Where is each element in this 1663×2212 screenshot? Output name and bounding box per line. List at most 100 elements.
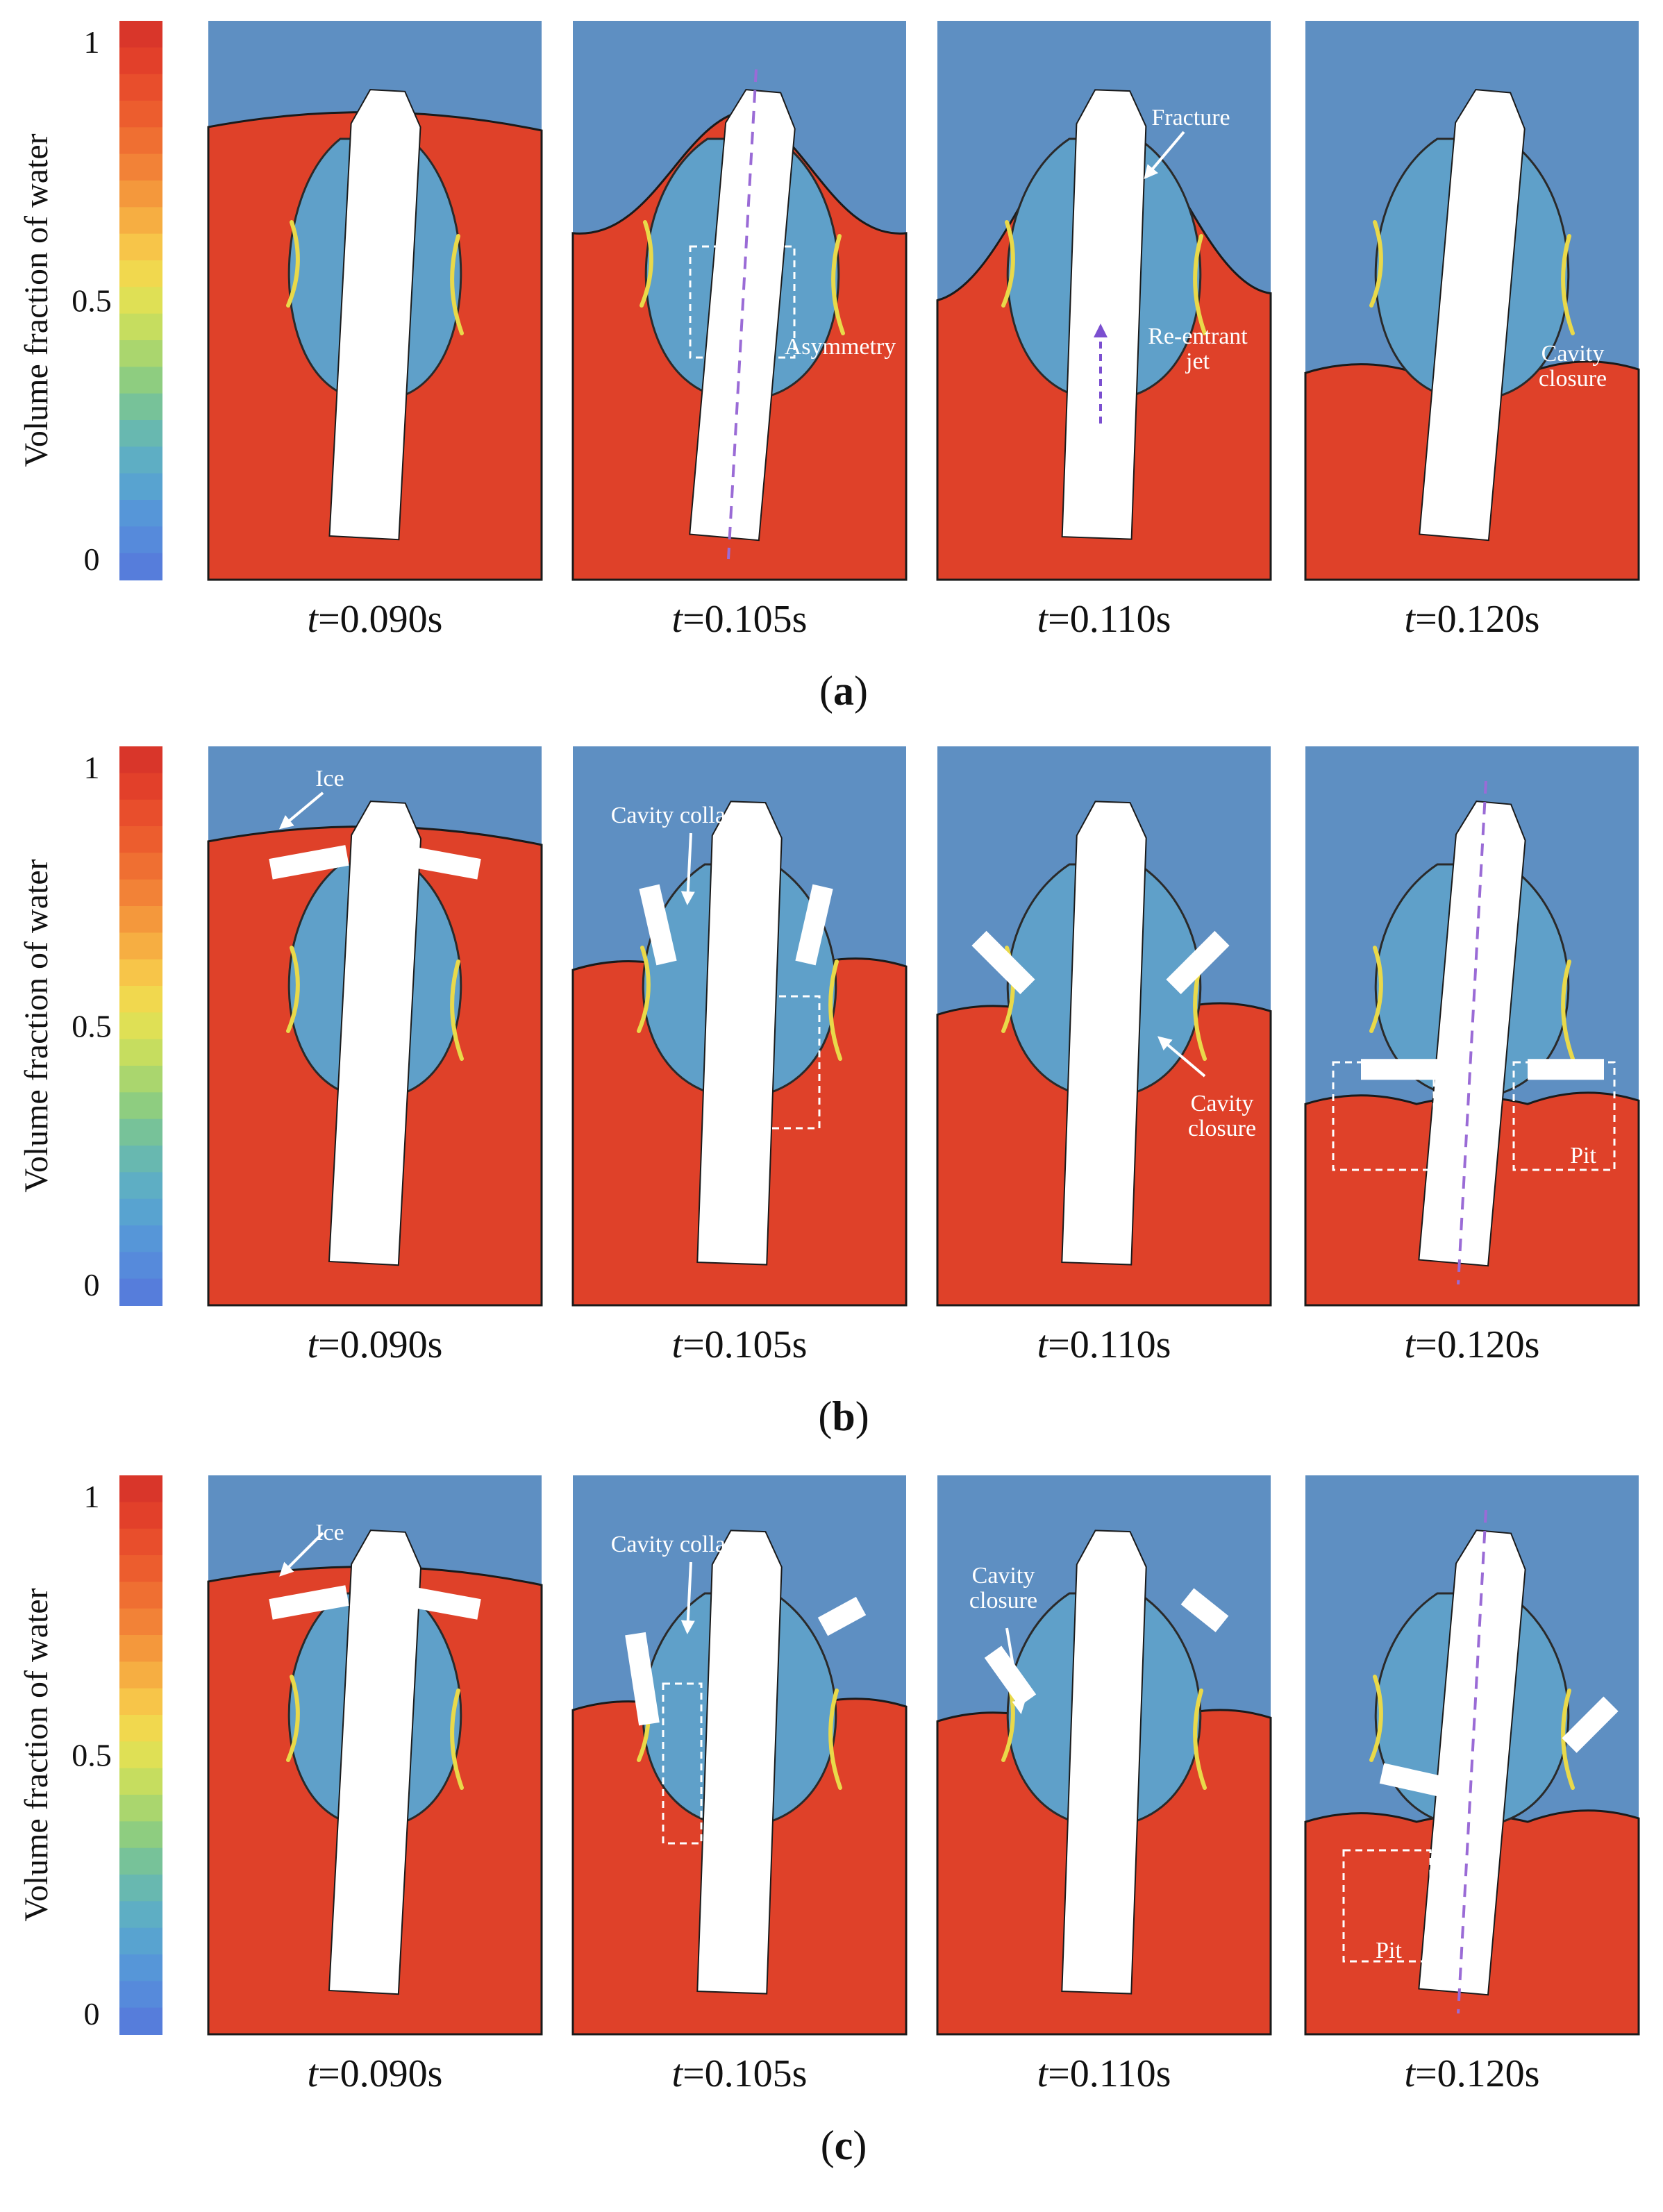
ice-plate — [1180, 1588, 1229, 1632]
annotation-pit: Pit — [1570, 1143, 1596, 1168]
time-symbol: t — [1405, 2052, 1417, 2095]
colorbar-segment — [119, 21, 162, 49]
colorbar-segment — [119, 1146, 162, 1173]
colorbar-segment — [119, 1661, 162, 1689]
time-label: t=0.110s — [1037, 1323, 1171, 1366]
subfigure-paren: ) — [854, 668, 868, 714]
highlight-box — [1512, 1061, 1616, 1171]
colorbar-tick-label: 0 — [84, 542, 100, 577]
vehicle-body — [689, 89, 796, 542]
colorbar-segment — [119, 47, 162, 75]
simulation-panel: Ice — [207, 1475, 543, 2036]
colorbar-segment — [119, 1502, 162, 1530]
colorbar-tick-label: 1 — [84, 24, 100, 60]
time-label: t=0.105s — [672, 1323, 808, 1366]
annotation-pit: Pit — [1376, 1938, 1402, 1963]
colorbar-tick-label: 0.5 — [72, 1738, 112, 1773]
time-symbol: t — [1405, 1323, 1417, 1366]
annotation-reentrant-jet-line: jet — [1185, 349, 1210, 374]
colorbar-segment — [119, 1901, 162, 1929]
vehicle-body — [328, 89, 421, 541]
colorbar-segment — [119, 1555, 162, 1583]
ice-plate — [1562, 1696, 1619, 1753]
colorbar-tick-label: 0 — [84, 1996, 100, 2031]
colorbar-segment — [119, 153, 162, 181]
colorbar-segment — [119, 101, 162, 128]
ice-plate — [401, 1585, 481, 1620]
ice-plate — [639, 884, 677, 966]
colorbar-segment — [119, 1092, 162, 1120]
annotation-cavity-closure-line: closure — [969, 1588, 1037, 1614]
colorbar-segment — [119, 1981, 162, 2009]
colorbar-tick-label: 0 — [84, 1267, 100, 1302]
time-symbol: t — [1037, 598, 1049, 641]
ice-plate — [269, 845, 349, 880]
colorbar-segment — [119, 1012, 162, 1040]
colorbar-tick-label: 1 — [84, 1479, 100, 1514]
simulation-panel: Cavity closure — [936, 1475, 1272, 2036]
highlight-box — [662, 1682, 703, 1845]
time-symbol: t — [308, 598, 319, 641]
colorbar-segment — [119, 906, 162, 934]
highlight-box — [689, 245, 796, 359]
annotation-arrow — [680, 1561, 695, 1634]
annotation-cavity-closure-line: closure — [1539, 366, 1607, 392]
colorbar-segment — [119, 1821, 162, 1849]
simulation-panel — [207, 21, 543, 581]
ice-plate — [817, 1596, 867, 1636]
colorbar-segment — [119, 1118, 162, 1146]
colorbar-segment — [119, 526, 162, 554]
annotation-arrow — [1144, 131, 1185, 180]
colorbar-segment — [119, 1252, 162, 1280]
annotation-arrow — [278, 791, 324, 830]
annotation-cavity-closure-line: Cavity — [1191, 1091, 1254, 1116]
ice-plate — [1379, 1763, 1447, 1798]
colorbar-segment — [119, 932, 162, 960]
colorbar-segment — [119, 367, 162, 394]
annotation-asymmetry-line: Asymmetry — [785, 334, 896, 360]
colorbar-segment — [119, 340, 162, 368]
colorbar-segment — [119, 1198, 162, 1226]
highlight-box — [766, 995, 821, 1130]
annotation-reentrant-jet-line: Re-entrant — [1148, 324, 1248, 349]
subfigure-paren: ( — [819, 668, 833, 714]
ice-plate — [625, 1632, 660, 1726]
subfigure-letter: a — [833, 668, 854, 714]
colorbar-segment — [119, 826, 162, 854]
subfigure-paren: ( — [818, 1393, 832, 1439]
annotation-arrow — [1005, 1627, 1026, 1714]
colorbar-segment — [119, 446, 162, 474]
colorbar-segment — [119, 313, 162, 341]
interface-mixing — [1001, 220, 1207, 335]
time-label: t=0.090s — [308, 2052, 443, 2095]
subfigure-letter: c — [835, 2122, 853, 2168]
time-symbol: t — [672, 2052, 684, 2095]
time-label: t=0.090s — [308, 1323, 443, 1366]
annotation-cavity-closure: Cavity closure — [1188, 1091, 1256, 1141]
time-value: =0.105s — [683, 1323, 807, 1366]
annotation-ice-line: Ice — [315, 766, 344, 791]
vehicle-body — [1061, 89, 1147, 540]
interface-mixing — [637, 946, 842, 1061]
annotation-pit-line: Pit — [1376, 1938, 1402, 1963]
subfigure-label: (b) — [818, 1393, 869, 1439]
interface-mixing — [286, 220, 464, 335]
time-value: =0.120s — [1415, 598, 1539, 641]
colorbar-segment — [119, 393, 162, 421]
colorbar-segment — [119, 473, 162, 501]
vehicle-body — [328, 1530, 422, 1995]
time-label: t=0.120s — [1405, 1323, 1540, 1366]
colorbar-segment — [119, 1066, 162, 1094]
simulation-panel: Asymmetry — [571, 21, 908, 581]
colorbar-segment — [119, 207, 162, 235]
interface-mixing — [640, 220, 845, 335]
simulation-panel: Cavity closure — [1304, 21, 1640, 581]
colorbar-segment — [119, 853, 162, 880]
annotation-cavity-collapse: Cavity collapse — [611, 1532, 758, 1557]
colorbar-segment — [119, 879, 162, 907]
ice-plate — [795, 884, 833, 966]
time-symbol: t — [1037, 1323, 1049, 1366]
colorbar-segment — [119, 500, 162, 528]
annotation-fracture: Fracture — [1151, 105, 1230, 131]
